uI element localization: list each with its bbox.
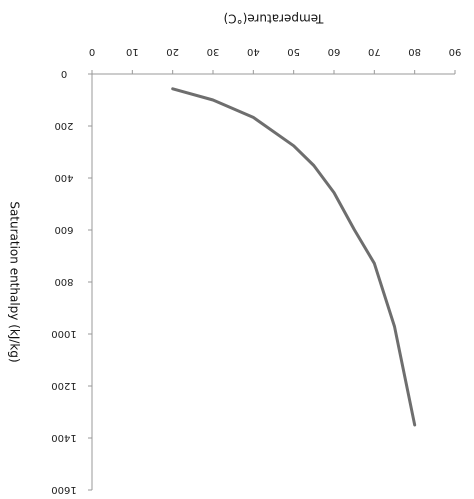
y-tick-label: 1400	[51, 432, 76, 443]
x-tick-label: 30	[207, 46, 220, 57]
x-tick-label: 50	[287, 46, 300, 57]
x-tick-label: 60	[328, 46, 341, 57]
x-tick-label: 40	[247, 46, 260, 57]
x-tick-label: 10	[126, 46, 139, 57]
series	[171, 87, 417, 427]
y-tick-label: 1200	[51, 380, 76, 391]
y-ticks: 0 200 400 600 800 1000 1200 1400 1600	[51, 68, 92, 495]
x-tick-label: 0	[89, 46, 95, 57]
x-axis-title: Temperature(°C)	[224, 12, 325, 26]
axes	[91, 73, 455, 490]
y-tick-label: 1000	[51, 328, 76, 339]
y-tick-label: 0	[61, 68, 67, 79]
x-tick-label: 20	[166, 46, 179, 57]
series-line	[171, 87, 417, 427]
y-axis-title: Saturation enthalpy (kJ/kg)	[8, 201, 22, 362]
y-tick-label: 400	[54, 172, 73, 183]
x-tick-label: 90	[449, 46, 462, 57]
x-tick-label: 70	[368, 46, 381, 57]
y-tick-label: 800	[54, 276, 73, 287]
x-ticks: 0 10 20 30 40 50 60 70 80 90	[89, 46, 462, 74]
y-tick-label: 200	[54, 120, 73, 131]
y-tick-label: 1600	[51, 484, 76, 495]
y-tick-label: 600	[54, 224, 73, 235]
x-tick-label: 80	[408, 46, 421, 57]
